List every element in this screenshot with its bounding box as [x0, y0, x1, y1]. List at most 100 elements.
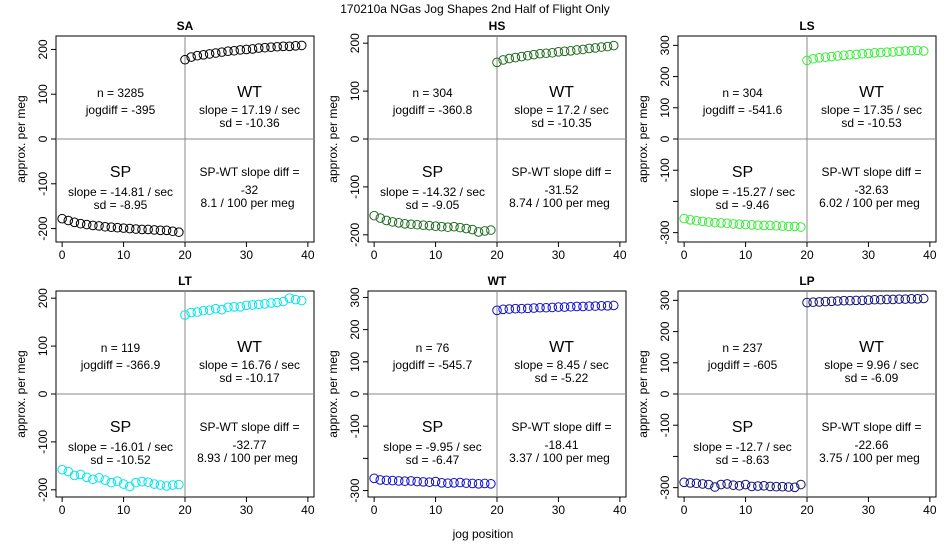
wt-data-point [522, 303, 533, 314]
sp-data-point [443, 478, 453, 488]
slope-diff-title: SP-WT slope diff = [512, 420, 612, 434]
wt-sd: sd = -10.35 [531, 116, 592, 130]
wt-data-point [229, 302, 239, 312]
sp-data-point [685, 478, 696, 488]
sp-data-point [88, 474, 98, 485]
sp-data-point [88, 220, 98, 231]
x-tick-label: 0 [59, 248, 66, 262]
sp-data-point [449, 221, 459, 232]
wt-data-point [266, 298, 276, 308]
wt-data-point [826, 51, 837, 62]
panel-lp: LP 0 10 20 30 40 -300 -100 0 100 200 300 approx. per… [636, 274, 937, 517]
wt-data-point [839, 50, 849, 61]
sp-data-point [777, 221, 788, 231]
wt-data-point [559, 302, 570, 312]
sp-data-point [375, 213, 386, 223]
sp-data-point [467, 224, 478, 235]
wt-data-point [253, 299, 264, 310]
sp-data-point [734, 480, 745, 491]
sp-data-point [400, 218, 410, 229]
y-tick-label: -200 [348, 222, 362, 246]
y-tick-label: 300 [348, 287, 362, 307]
sp-data-point [94, 221, 104, 231]
sp-data-point [796, 222, 806, 232]
wt-data-point [498, 55, 508, 65]
wt-data-point [247, 300, 258, 310]
wt-data-point [888, 47, 898, 57]
wt-data-point [553, 302, 564, 312]
sp-data-point [412, 219, 422, 230]
wt-data-point [845, 295, 855, 306]
sp-data-point [455, 222, 465, 233]
y-axis-label: approx. per meg [326, 95, 340, 182]
sp-data-point [479, 226, 490, 236]
wt-data-point [869, 294, 880, 305]
sp-data-point [430, 221, 441, 231]
y-tick-label: -100 [348, 414, 362, 438]
x-tick-label: 10 [739, 503, 753, 517]
sp-data-point [783, 221, 794, 232]
y-tick-label: 200 [658, 321, 672, 341]
x-tick-label: 20 [178, 248, 192, 262]
wt-data-point [906, 294, 917, 304]
wt-data-point [578, 44, 588, 55]
sp-data-point [174, 227, 184, 237]
figure-title: 170210a NGas Jog Shapes 2nd Half of Flig… [340, 2, 610, 16]
wt-sd: sd = -10.36 [219, 116, 280, 130]
sp-sd: sd = -6.47 [406, 453, 460, 467]
sample-count: n = 119 [101, 341, 141, 355]
sp-slope: slope = -16.01 / sec [68, 440, 173, 454]
wt-slope: slope = 17.2 / sec [514, 103, 608, 117]
wt-data-point [906, 45, 917, 56]
x-tick-label: 0 [371, 503, 378, 517]
sp-data-point [57, 464, 67, 475]
sp-data-point [436, 221, 447, 232]
sp-data-point [746, 481, 757, 492]
wt-data-point [578, 301, 588, 312]
sp-data-point [716, 479, 726, 490]
sp-data-point [112, 222, 123, 233]
wt-label: WT [859, 84, 884, 101]
sp-sd: sd = -8.95 [94, 198, 148, 212]
sp-data-point [124, 223, 135, 234]
wt-data-point [541, 302, 551, 313]
wt-data-point [590, 301, 601, 311]
wt-data-point [912, 294, 923, 304]
x-tick-label: 30 [862, 503, 876, 517]
slope-diff-per-meg: 3.75 / 100 per meg [819, 451, 920, 465]
wt-data-point [608, 40, 619, 51]
wt-data-point [180, 54, 190, 65]
y-tick-label: 100 [36, 84, 50, 104]
sp-data-point [75, 469, 86, 480]
sp-data-point [118, 479, 129, 489]
wt-data-point [529, 303, 539, 313]
wt-data-point [565, 301, 576, 312]
x-tick-label: 20 [490, 503, 504, 517]
sp-label: SP [110, 419, 131, 436]
sp-data-point [796, 479, 806, 490]
wt-data-point [235, 302, 246, 312]
sp-data-point [143, 477, 153, 487]
sp-data-point [418, 477, 429, 487]
sp-data-point [765, 220, 775, 231]
slope-diff-value: -32 [241, 183, 259, 197]
sp-data-point [69, 217, 80, 228]
wt-data-point [278, 296, 289, 307]
wt-data-point [820, 296, 831, 307]
sp-data-point [393, 476, 404, 486]
x-tick-label: 40 [923, 503, 937, 517]
panel-hs: HS 0 10 20 30 40 -200 -100 0 100 200 approx. per me… [326, 19, 627, 262]
slope-diff-value: -31.52 [544, 183, 578, 197]
sp-data-point [63, 215, 74, 226]
sp-data-point [486, 225, 496, 235]
sp-data-point [461, 223, 472, 234]
wt-data-point [180, 310, 190, 320]
sp-data-point [381, 475, 392, 486]
wt-data-point [547, 47, 558, 58]
sp-data-point [63, 466, 74, 477]
y-tick-label: 100 [348, 81, 362, 101]
sp-data-point [167, 226, 178, 237]
sp-data-point [728, 480, 739, 490]
x-tick-label: 10 [739, 248, 753, 262]
slope-diff-value: -22.66 [854, 438, 888, 452]
